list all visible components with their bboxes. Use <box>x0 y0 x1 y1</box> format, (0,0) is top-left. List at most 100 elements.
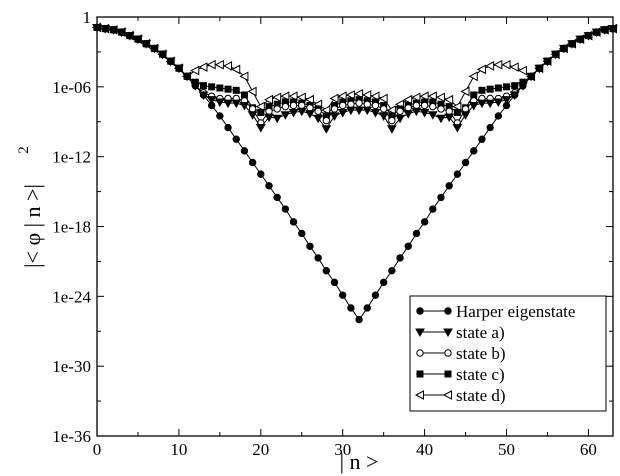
series-point <box>224 85 232 93</box>
series-point <box>345 90 355 100</box>
series-point <box>337 91 347 101</box>
y-tick-label: 1e-30 <box>52 357 91 376</box>
legend-marker <box>442 390 452 400</box>
series-point <box>511 82 519 90</box>
series-point <box>396 254 404 262</box>
series-point <box>601 26 609 34</box>
series-point <box>223 99 233 109</box>
series-point <box>427 111 438 120</box>
series-point <box>370 108 381 118</box>
series-point <box>298 101 306 110</box>
series-point <box>404 104 412 112</box>
x-tick-label: 60 <box>580 440 597 459</box>
series-point <box>306 242 314 250</box>
series-point <box>460 86 470 97</box>
series-point <box>452 124 463 133</box>
series-point <box>216 84 224 92</box>
series-point <box>272 92 282 103</box>
series-point <box>190 65 200 76</box>
series-point <box>560 44 568 53</box>
series-point <box>420 101 429 110</box>
series-point <box>240 91 248 99</box>
y-axis-label: |< φ | n >| <box>20 184 45 268</box>
series-point <box>486 85 494 93</box>
series-point <box>477 99 487 109</box>
series-point <box>206 59 216 70</box>
series-point <box>429 102 437 111</box>
legend-marker <box>444 370 452 378</box>
series-point <box>198 62 208 72</box>
legend-label: Harper eigenstate <box>456 302 575 321</box>
series-point <box>117 28 126 36</box>
series-point <box>478 135 486 143</box>
series-point <box>437 193 445 202</box>
series-point <box>388 116 396 125</box>
legend-marker <box>416 307 424 315</box>
series-point <box>493 59 503 70</box>
series-point <box>485 61 495 71</box>
series-point <box>272 114 283 124</box>
series-point <box>337 108 348 118</box>
series-point <box>232 135 240 143</box>
series-point <box>485 99 496 109</box>
series-point <box>378 93 388 104</box>
series-point <box>264 113 274 123</box>
series-point <box>511 91 519 99</box>
series-point <box>255 101 265 112</box>
series-point <box>329 112 340 121</box>
y-tick-label: 1e-12 <box>52 148 91 167</box>
series-point <box>411 107 422 117</box>
series-point <box>248 158 257 167</box>
series-point <box>231 64 241 75</box>
series-point <box>509 62 519 72</box>
series-point <box>240 147 249 155</box>
series-point <box>420 218 429 226</box>
series-2 <box>93 23 617 127</box>
series-line <box>96 26 614 130</box>
x-tick-label: 30 <box>334 440 351 459</box>
series-point <box>314 254 322 262</box>
x-tick-label: 10 <box>170 440 187 459</box>
series-point <box>363 304 371 312</box>
series-point <box>199 82 207 90</box>
series-point <box>239 71 249 82</box>
series-point <box>453 170 462 178</box>
series-point <box>281 205 290 213</box>
legend-marker <box>444 349 452 357</box>
series-line <box>96 26 614 124</box>
series-point <box>584 31 593 40</box>
series-point <box>330 278 339 287</box>
series-point <box>412 229 421 238</box>
series-point <box>453 108 461 116</box>
series-point <box>592 28 601 36</box>
series-point <box>354 88 364 99</box>
series-point <box>314 107 322 115</box>
series-point <box>305 110 315 119</box>
series-3 <box>93 23 617 120</box>
series-point <box>355 99 363 107</box>
series-point <box>568 40 576 48</box>
series-point <box>306 104 314 112</box>
series-point <box>461 105 470 113</box>
legend-marker <box>443 328 453 338</box>
series-point <box>255 124 266 133</box>
series-point <box>339 291 347 299</box>
series-point <box>247 86 257 97</box>
series-point <box>470 91 478 99</box>
series-point <box>468 101 479 111</box>
series-point <box>370 91 380 101</box>
series-point <box>419 108 430 118</box>
series-0 <box>93 23 617 324</box>
series-point <box>362 106 373 116</box>
series-point <box>347 304 355 312</box>
series-point <box>101 24 109 33</box>
y-tick-label: 1 <box>83 8 92 27</box>
series-point <box>298 229 306 238</box>
series-point <box>158 50 167 58</box>
series-point <box>273 193 281 202</box>
series-point <box>289 101 298 110</box>
series-point <box>379 278 388 287</box>
y-tick-label: 1e-06 <box>52 78 91 97</box>
series-point <box>404 242 412 250</box>
x-tick-label: 0 <box>93 440 102 459</box>
